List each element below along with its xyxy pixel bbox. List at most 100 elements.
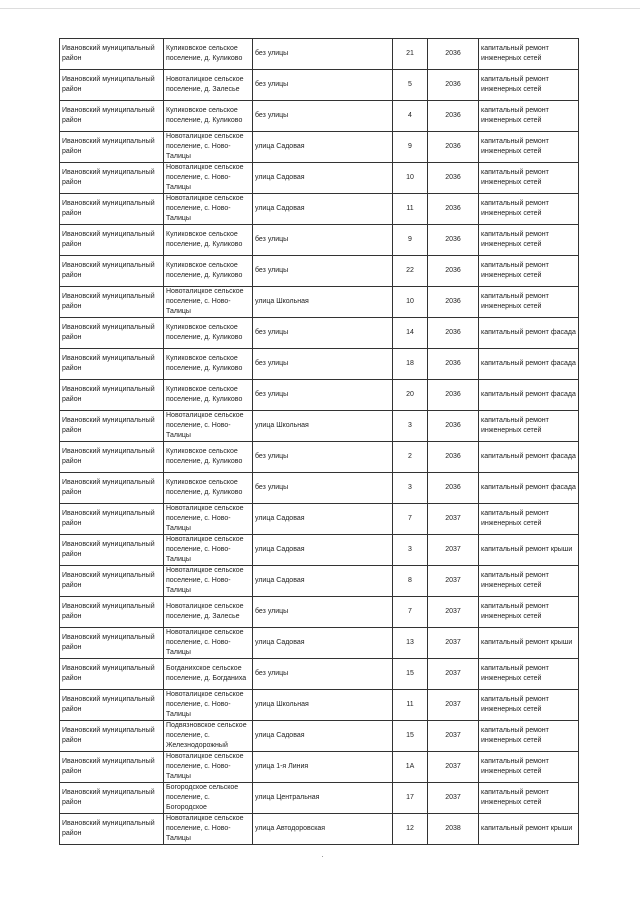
district-cell: Ивановский муниципальный район bbox=[59, 565, 164, 597]
district-cell: Ивановский муниципальный район bbox=[59, 317, 164, 349]
street-cell: без улицы bbox=[252, 348, 393, 380]
street-cell: без улицы bbox=[252, 317, 393, 349]
settlement-cell: Куликовское сельское поселение, д. Кулик… bbox=[163, 100, 253, 132]
settlement-cell: Новоталицкое сельское поселение, с. Ново… bbox=[163, 410, 253, 442]
work-type-cell: капитальный ремонт фасада bbox=[478, 379, 579, 411]
street-cell: улица Школьная bbox=[252, 410, 393, 442]
street-cell: улица Садовая bbox=[252, 131, 393, 163]
district-cell: Ивановский муниципальный район bbox=[59, 255, 164, 287]
work-type-cell: капитальный ремонт инженерных сетей bbox=[478, 782, 579, 814]
table-row: Ивановский муниципальный район Богородско… bbox=[59, 782, 579, 814]
district-cell: Ивановский муниципальный район bbox=[59, 69, 164, 101]
house-number-cell: 5 bbox=[392, 69, 428, 101]
work-type-cell: капитальный ремонт инженерных сетей bbox=[478, 286, 579, 318]
house-number-cell: 10 bbox=[392, 286, 428, 318]
table-row: Ивановский муниципальный район Новоталицк… bbox=[59, 627, 579, 659]
table-row: Ивановский муниципальный район Куликовско… bbox=[59, 441, 579, 473]
work-type-cell: капитальный ремонт инженерных сетей bbox=[478, 38, 579, 70]
street-cell: улица Школьная bbox=[252, 689, 393, 721]
district-cell: Ивановский муниципальный район bbox=[59, 348, 164, 380]
district-cell: Ивановский муниципальный район bbox=[59, 38, 164, 70]
settlement-cell: Куликовское сельское поселение, д. Кулик… bbox=[163, 224, 253, 256]
street-cell: без улицы bbox=[252, 69, 393, 101]
house-number-cell: 11 bbox=[392, 689, 428, 721]
district-cell: Ивановский муниципальный район bbox=[59, 410, 164, 442]
work-type-cell: капитальный ремонт фасада bbox=[478, 472, 579, 504]
work-type-cell: капитальный ремонт крыши bbox=[478, 534, 579, 566]
settlement-cell: Куликовское сельское поселение, д. Кулик… bbox=[163, 379, 253, 411]
work-type-cell: капитальный ремонт крыши bbox=[478, 813, 579, 845]
district-cell: Ивановский муниципальный район bbox=[59, 441, 164, 473]
year-cell: 2037 bbox=[427, 751, 479, 783]
house-number-cell: 21 bbox=[392, 38, 428, 70]
year-cell: 2036 bbox=[427, 162, 479, 194]
table-row: Ивановский муниципальный район Новоталицк… bbox=[59, 596, 579, 628]
house-number-cell: 8 bbox=[392, 565, 428, 597]
street-cell: улица Центральная bbox=[252, 782, 393, 814]
year-cell: 2036 bbox=[427, 472, 479, 504]
settlement-cell: Новоталицкое сельское поселение, с. Ново… bbox=[163, 503, 253, 535]
work-type-cell: капитальный ремонт фасада bbox=[478, 317, 579, 349]
table-row: Ивановский муниципальный район Новоталицк… bbox=[59, 751, 579, 783]
year-cell: 2037 bbox=[427, 782, 479, 814]
year-cell: 2037 bbox=[427, 503, 479, 535]
house-number-cell: 4 bbox=[392, 100, 428, 132]
district-cell: Ивановский муниципальный район bbox=[59, 193, 164, 225]
year-cell: 2036 bbox=[427, 193, 479, 225]
house-number-cell: 2 bbox=[392, 441, 428, 473]
work-type-cell: капитальный ремонт инженерных сетей bbox=[478, 596, 579, 628]
house-number-cell: 3 bbox=[392, 410, 428, 442]
table-row: Ивановский муниципальный район Новоталицк… bbox=[59, 565, 579, 597]
house-number-cell: 22 bbox=[392, 255, 428, 287]
house-number-cell: 11 bbox=[392, 193, 428, 225]
street-cell: улица Садовая bbox=[252, 503, 393, 535]
settlement-cell: Новоталицкое сельское поселение, д. Зале… bbox=[163, 69, 253, 101]
street-cell: улица Садовая bbox=[252, 534, 393, 566]
district-cell: Ивановский муниципальный район bbox=[59, 224, 164, 256]
house-number-cell: 18 bbox=[392, 348, 428, 380]
settlement-cell: Куликовское сельское поселение, д. Кулик… bbox=[163, 38, 253, 70]
table-row: Ивановский муниципальный район Новоталицк… bbox=[59, 813, 579, 845]
year-cell: 2037 bbox=[427, 689, 479, 721]
work-type-cell: капитальный ремонт фасада bbox=[478, 441, 579, 473]
table-row: Ивановский муниципальный район Богданихск… bbox=[59, 658, 579, 690]
table-row: Ивановский муниципальный район Куликовско… bbox=[59, 472, 579, 504]
street-cell: улица Школьная bbox=[252, 286, 393, 318]
house-number-cell: 13 bbox=[392, 627, 428, 659]
year-cell: 2036 bbox=[427, 410, 479, 442]
year-cell: 2036 bbox=[427, 348, 479, 380]
settlement-cell: Новоталицкое сельское поселение, д. Зале… bbox=[163, 596, 253, 628]
year-cell: 2037 bbox=[427, 565, 479, 597]
year-cell: 2036 bbox=[427, 131, 479, 163]
district-cell: Ивановский муниципальный район bbox=[59, 627, 164, 659]
street-cell: улица Садовая bbox=[252, 162, 393, 194]
house-number-cell: 12 bbox=[392, 813, 428, 845]
settlement-cell: Новоталицкое сельское поселение, с. Ново… bbox=[163, 689, 253, 721]
street-cell: улица Садовая bbox=[252, 193, 393, 225]
year-cell: 2037 bbox=[427, 534, 479, 566]
year-cell: 2036 bbox=[427, 255, 479, 287]
house-number-cell: 9 bbox=[392, 224, 428, 256]
work-type-cell: капитальный ремонт инженерных сетей bbox=[478, 100, 579, 132]
scan-edge-line bbox=[0, 8, 640, 9]
table-row: Ивановский муниципальный район Новоталицк… bbox=[59, 162, 579, 194]
district-cell: Ивановский муниципальный район bbox=[59, 534, 164, 566]
repair-schedule-table: Ивановский муниципальный район Куликовско… bbox=[59, 38, 579, 845]
house-number-cell: 3 bbox=[392, 472, 428, 504]
district-cell: Ивановский муниципальный район bbox=[59, 131, 164, 163]
table-row: Ивановский муниципальный район Новоталицк… bbox=[59, 286, 579, 318]
street-cell: улица 1-я Линия bbox=[252, 751, 393, 783]
settlement-cell: Богородское сельское поселение, с. Богор… bbox=[163, 782, 253, 814]
work-type-cell: капитальный ремонт инженерных сетей bbox=[478, 162, 579, 194]
house-number-cell: 15 bbox=[392, 720, 428, 752]
work-type-cell: капитальный ремонт фасада bbox=[478, 348, 579, 380]
year-cell: 2037 bbox=[427, 627, 479, 659]
settlement-cell: Новоталицкое сельское поселение, с. Ново… bbox=[163, 193, 253, 225]
table-row: Ивановский муниципальный район Куликовско… bbox=[59, 100, 579, 132]
district-cell: Ивановский муниципальный район bbox=[59, 286, 164, 318]
street-cell: улица Садовая bbox=[252, 720, 393, 752]
house-number-cell: 10 bbox=[392, 162, 428, 194]
work-type-cell: капитальный ремонт инженерных сетей bbox=[478, 751, 579, 783]
work-type-cell: капитальный ремонт инженерных сетей bbox=[478, 193, 579, 225]
house-number-cell: 14 bbox=[392, 317, 428, 349]
